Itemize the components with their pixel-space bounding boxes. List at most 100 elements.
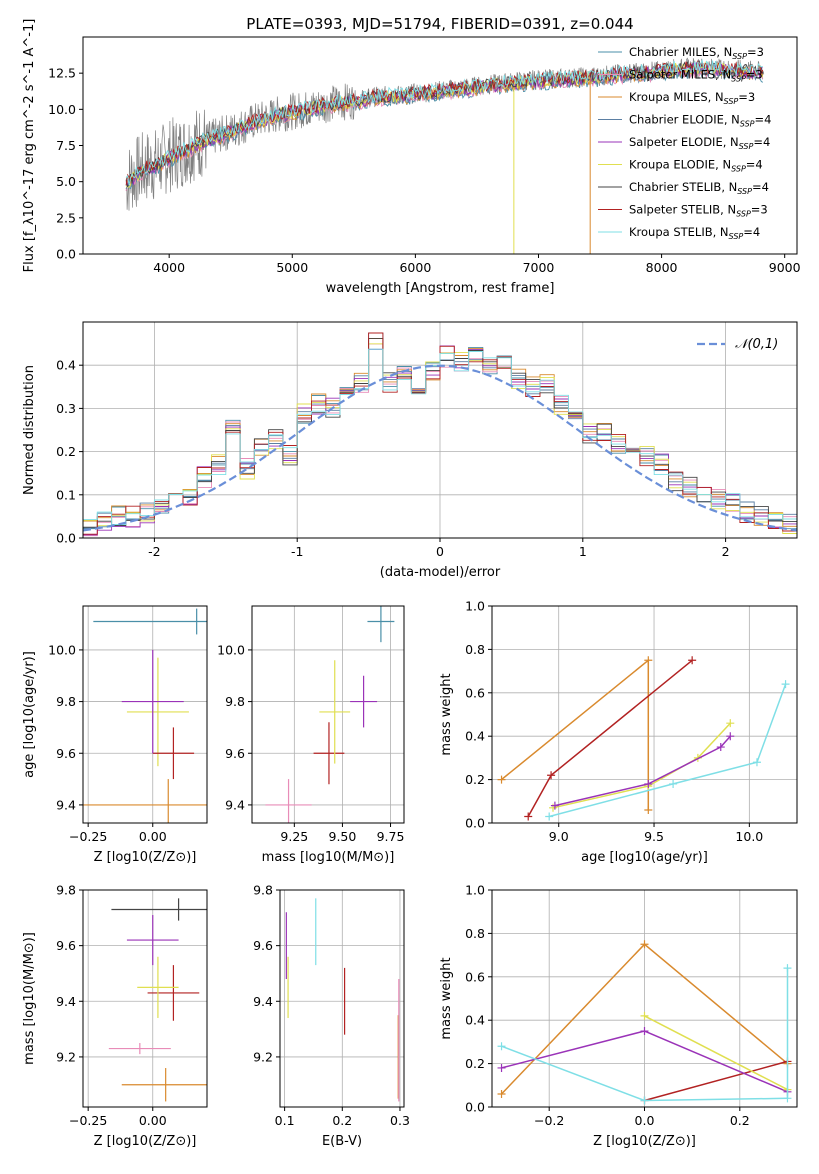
error-bar-point bbox=[147, 965, 200, 1021]
weight-marker bbox=[524, 812, 533, 821]
weight-marker bbox=[669, 779, 678, 788]
spectrum-axes: 4000 5000 6000 7000 8000 9000 0.0 2.5 5.0 7.5 10.0… bbox=[22, 19, 801, 296]
residuals-xtick-label: 1 bbox=[579, 544, 587, 559]
age-vs-Z-plot bbox=[83, 608, 207, 823]
weight-vs-Z-axes: −0.2 0.0 0.2 0.0 0.2 0.4 0.6 0.8 1.0 Z [log10(Z/Z… bbox=[439, 883, 797, 1149]
age-vs-mass-ytick-label: 10.0 bbox=[217, 642, 245, 657]
mass-vs-EBV-ytick-label: 9.6 bbox=[253, 938, 273, 953]
age-vs-Z-axes: −0.25 0.00 9.4 9.6 9.8 10.0 Z [log10(Z/Z⊙)] age… bbox=[22, 606, 207, 865]
error-bar-point bbox=[111, 898, 207, 921]
spectrum-legend: Chabrier MILES, NSSP=3 Salpeter MILES, NS… bbox=[598, 45, 771, 241]
legend-entry: Kroupa STELIB, NSSP=4 bbox=[629, 225, 760, 241]
weight-vs-age-ytick-label: 0.0 bbox=[465, 816, 485, 831]
error-bar-point bbox=[126, 915, 179, 966]
residuals-ytick-label: 0.0 bbox=[56, 531, 76, 546]
age-vs-Z-ytick-label: 9.4 bbox=[56, 797, 76, 812]
weight-marker bbox=[688, 656, 697, 665]
legend-entry: Salpeter MILES, NSSP=3 bbox=[629, 68, 763, 84]
legend-entry: Salpeter STELIB, NSSP=3 bbox=[629, 203, 768, 219]
weight-vs-age-ytick-label: 1.0 bbox=[465, 599, 485, 614]
weight-line-1 bbox=[644, 1060, 788, 1102]
residuals-xtick-label: -2 bbox=[148, 544, 160, 559]
mass-vs-EBV-plot bbox=[285, 898, 400, 1102]
age-vs-mass-ytick-label: 9.6 bbox=[225, 746, 245, 761]
age-vs-mass-ytick-label: 9.8 bbox=[225, 694, 245, 709]
spectrum-xtick-label: 6000 bbox=[399, 260, 431, 275]
age-vs-Z-ytick-label: 10.0 bbox=[48, 642, 76, 657]
weight-marker bbox=[550, 801, 559, 810]
weight-vs-age-xtick-label: 9.0 bbox=[549, 829, 569, 844]
legend-entry: Chabrier MILES, NSSP=3 bbox=[629, 45, 764, 61]
residuals-ytick-label: 0.3 bbox=[56, 401, 76, 416]
residuals-ytick-label: 0.2 bbox=[56, 444, 76, 459]
mass-vs-Z-frame bbox=[82, 889, 208, 1108]
gaussian-curve bbox=[83, 364, 797, 532]
error-bar-point bbox=[350, 675, 378, 728]
age-vs-mass-xlabel: mass [log10(M/M⊙)] bbox=[262, 850, 395, 865]
legend-entry: Kroupa MILES, NSSP=3 bbox=[629, 90, 755, 106]
weight-marker bbox=[726, 719, 735, 728]
residuals-axes: -2 -1 0 1 2 0.0 0.1 0.2 0.3 0.4 (data-model)/error… bbox=[22, 322, 797, 580]
spectrum-xtick-label: 8000 bbox=[646, 260, 678, 275]
weight-marker bbox=[726, 732, 735, 741]
figure-title: PLATE=0393, MJD=51794, FIBERID=0391, z=0… bbox=[246, 15, 633, 33]
weight-vs-Z-frame bbox=[491, 889, 798, 1108]
weight-marker bbox=[545, 812, 554, 821]
weight-line-4 bbox=[549, 683, 787, 818]
spectrum-xtick-label: 5000 bbox=[276, 260, 308, 275]
mass-vs-Z-ytick-label: 9.6 bbox=[56, 938, 76, 953]
error-bar-point bbox=[319, 660, 351, 764]
spectrum-ytick-label: 0.0 bbox=[56, 247, 76, 262]
weight-vs-age-xtick-label: 9.5 bbox=[644, 829, 664, 844]
error-bar-point bbox=[93, 608, 207, 635]
residuals-plot bbox=[83, 332, 797, 538]
residuals-ytick-label: 0.4 bbox=[56, 358, 76, 373]
weight-vs-age-frame bbox=[491, 605, 798, 824]
weight-marker bbox=[640, 1011, 649, 1020]
mass-vs-Z-plot bbox=[108, 898, 207, 1102]
mass-vs-Z-xtick-label: 0.00 bbox=[139, 1113, 167, 1128]
error-bar-point bbox=[367, 606, 395, 643]
legend-entry: Chabrier ELODIE, NSSP=4 bbox=[629, 113, 771, 129]
error-bar-point bbox=[108, 1043, 171, 1055]
weight-marker bbox=[640, 1096, 649, 1105]
weight-vs-Z-ytick-label: 0.8 bbox=[465, 926, 485, 941]
spectrum-ylabel: Flux [f_λ10^-17 erg cm^-2 s^-1 A^-1] bbox=[22, 19, 37, 273]
spectrum-model-line-7 bbox=[125, 59, 764, 186]
age-vs-mass-xtick-label: 9.50 bbox=[329, 829, 357, 844]
error-bar-point bbox=[121, 649, 184, 754]
weight-marker bbox=[644, 805, 653, 814]
residuals-xtick-label: 0 bbox=[436, 544, 444, 559]
mass-vs-EBV-ytick-label: 9.8 bbox=[253, 883, 273, 898]
weight-vs-Z-ytick-label: 0.0 bbox=[465, 1100, 485, 1115]
residuals-ylabel: Normed distribution bbox=[22, 365, 37, 495]
weight-vs-Z-xlabel: Z [log10(Z/Z⊙)] bbox=[593, 1134, 696, 1149]
weight-marker bbox=[644, 656, 653, 665]
weight-marker bbox=[547, 771, 556, 780]
weight-line-4 bbox=[501, 968, 789, 1102]
error-bar-point bbox=[313, 722, 345, 785]
weight-vs-Z-ytick-label: 0.6 bbox=[465, 969, 485, 984]
weight-vs-age-xtick-label: 10.0 bbox=[735, 829, 763, 844]
weight-vs-Z-ytick-label: 1.0 bbox=[465, 883, 485, 898]
weight-vs-Z-ylabel: mass weight bbox=[439, 957, 454, 1039]
weight-vs-age-axes: 9.0 9.5 10.0 0.0 0.2 0.4 0.6 0.8 1.0 age [log10(a… bbox=[439, 599, 797, 865]
age-vs-Z-xtick-label: −0.25 bbox=[69, 829, 107, 844]
weight-vs-age-ytick-label: 0.8 bbox=[465, 642, 485, 657]
weight-vs-age-ytick-label: 0.2 bbox=[465, 772, 485, 787]
weight-marker bbox=[716, 743, 725, 752]
weight-marker bbox=[783, 964, 792, 973]
legend-entry: Salpeter ELODIE, NSSP=4 bbox=[629, 135, 770, 151]
weight-marker bbox=[752, 758, 761, 767]
spectrum-ytick-label: 2.5 bbox=[56, 210, 76, 225]
age-vs-Z-ytick-label: 9.6 bbox=[56, 746, 76, 761]
spectrum-xtick-label: 7000 bbox=[523, 260, 555, 275]
age-vs-Z-ylabel: age [log10(age/yr)] bbox=[22, 651, 37, 778]
weight-marker bbox=[644, 779, 653, 788]
spectrum-ytick-label: 7.5 bbox=[56, 138, 76, 153]
mass-vs-EBV-xtick-label: 0.3 bbox=[390, 1113, 410, 1128]
weight-marker bbox=[497, 1042, 506, 1051]
weight-marker bbox=[640, 940, 649, 949]
spectrum-xlabel: wavelength [Angstrom, rest frame] bbox=[326, 281, 555, 296]
